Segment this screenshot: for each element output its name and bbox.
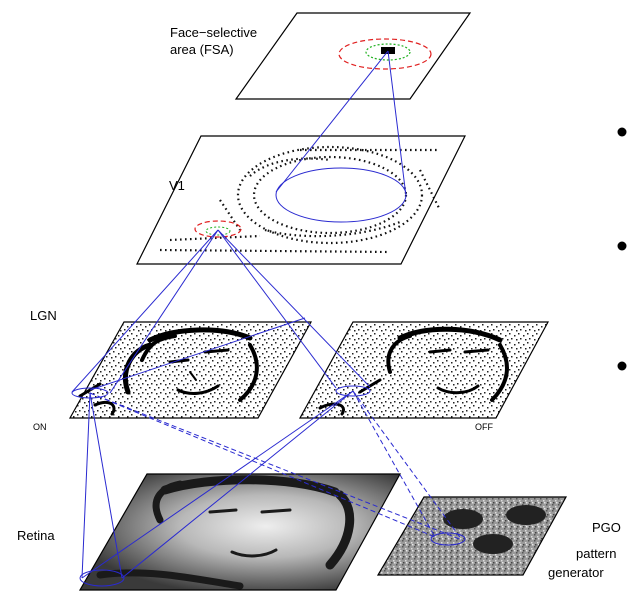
- bullet-dot: [617, 127, 627, 137]
- lgn-off-sheet: [298, 321, 550, 419]
- lgn-label: LGN: [30, 308, 57, 323]
- connection-lines: [71, 50, 463, 587]
- fsa-activity-inner-ring: [365, 43, 411, 61]
- fsa-active-unit: [381, 47, 395, 54]
- pgo-sheet: [376, 496, 568, 576]
- pgo-blob: [443, 509, 483, 529]
- bullet-dot: [617, 361, 627, 371]
- retina-label: Retina: [17, 528, 55, 543]
- bullet-dot: [617, 241, 627, 251]
- on-label: ON: [33, 422, 47, 432]
- pgo-blob: [473, 534, 513, 554]
- v1-sheet: [136, 135, 466, 265]
- fsa-sheet: [234, 12, 472, 100]
- lgn-on-sheet: [68, 321, 313, 419]
- v1-label: V1: [169, 178, 185, 193]
- pgo-label: PGO: [592, 520, 621, 535]
- fsa-label: Face−selective: [170, 25, 257, 40]
- fsa-activity-outer-ring: [338, 38, 432, 70]
- fsa-label: area (FSA): [170, 42, 234, 57]
- pgo-label: generator: [548, 565, 604, 580]
- pgo-blob: [506, 505, 546, 525]
- v1-activity-ring: [194, 220, 242, 238]
- retina-sheet: [78, 473, 402, 591]
- pgo-label: pattern: [576, 546, 616, 561]
- off-label: OFF: [475, 422, 493, 432]
